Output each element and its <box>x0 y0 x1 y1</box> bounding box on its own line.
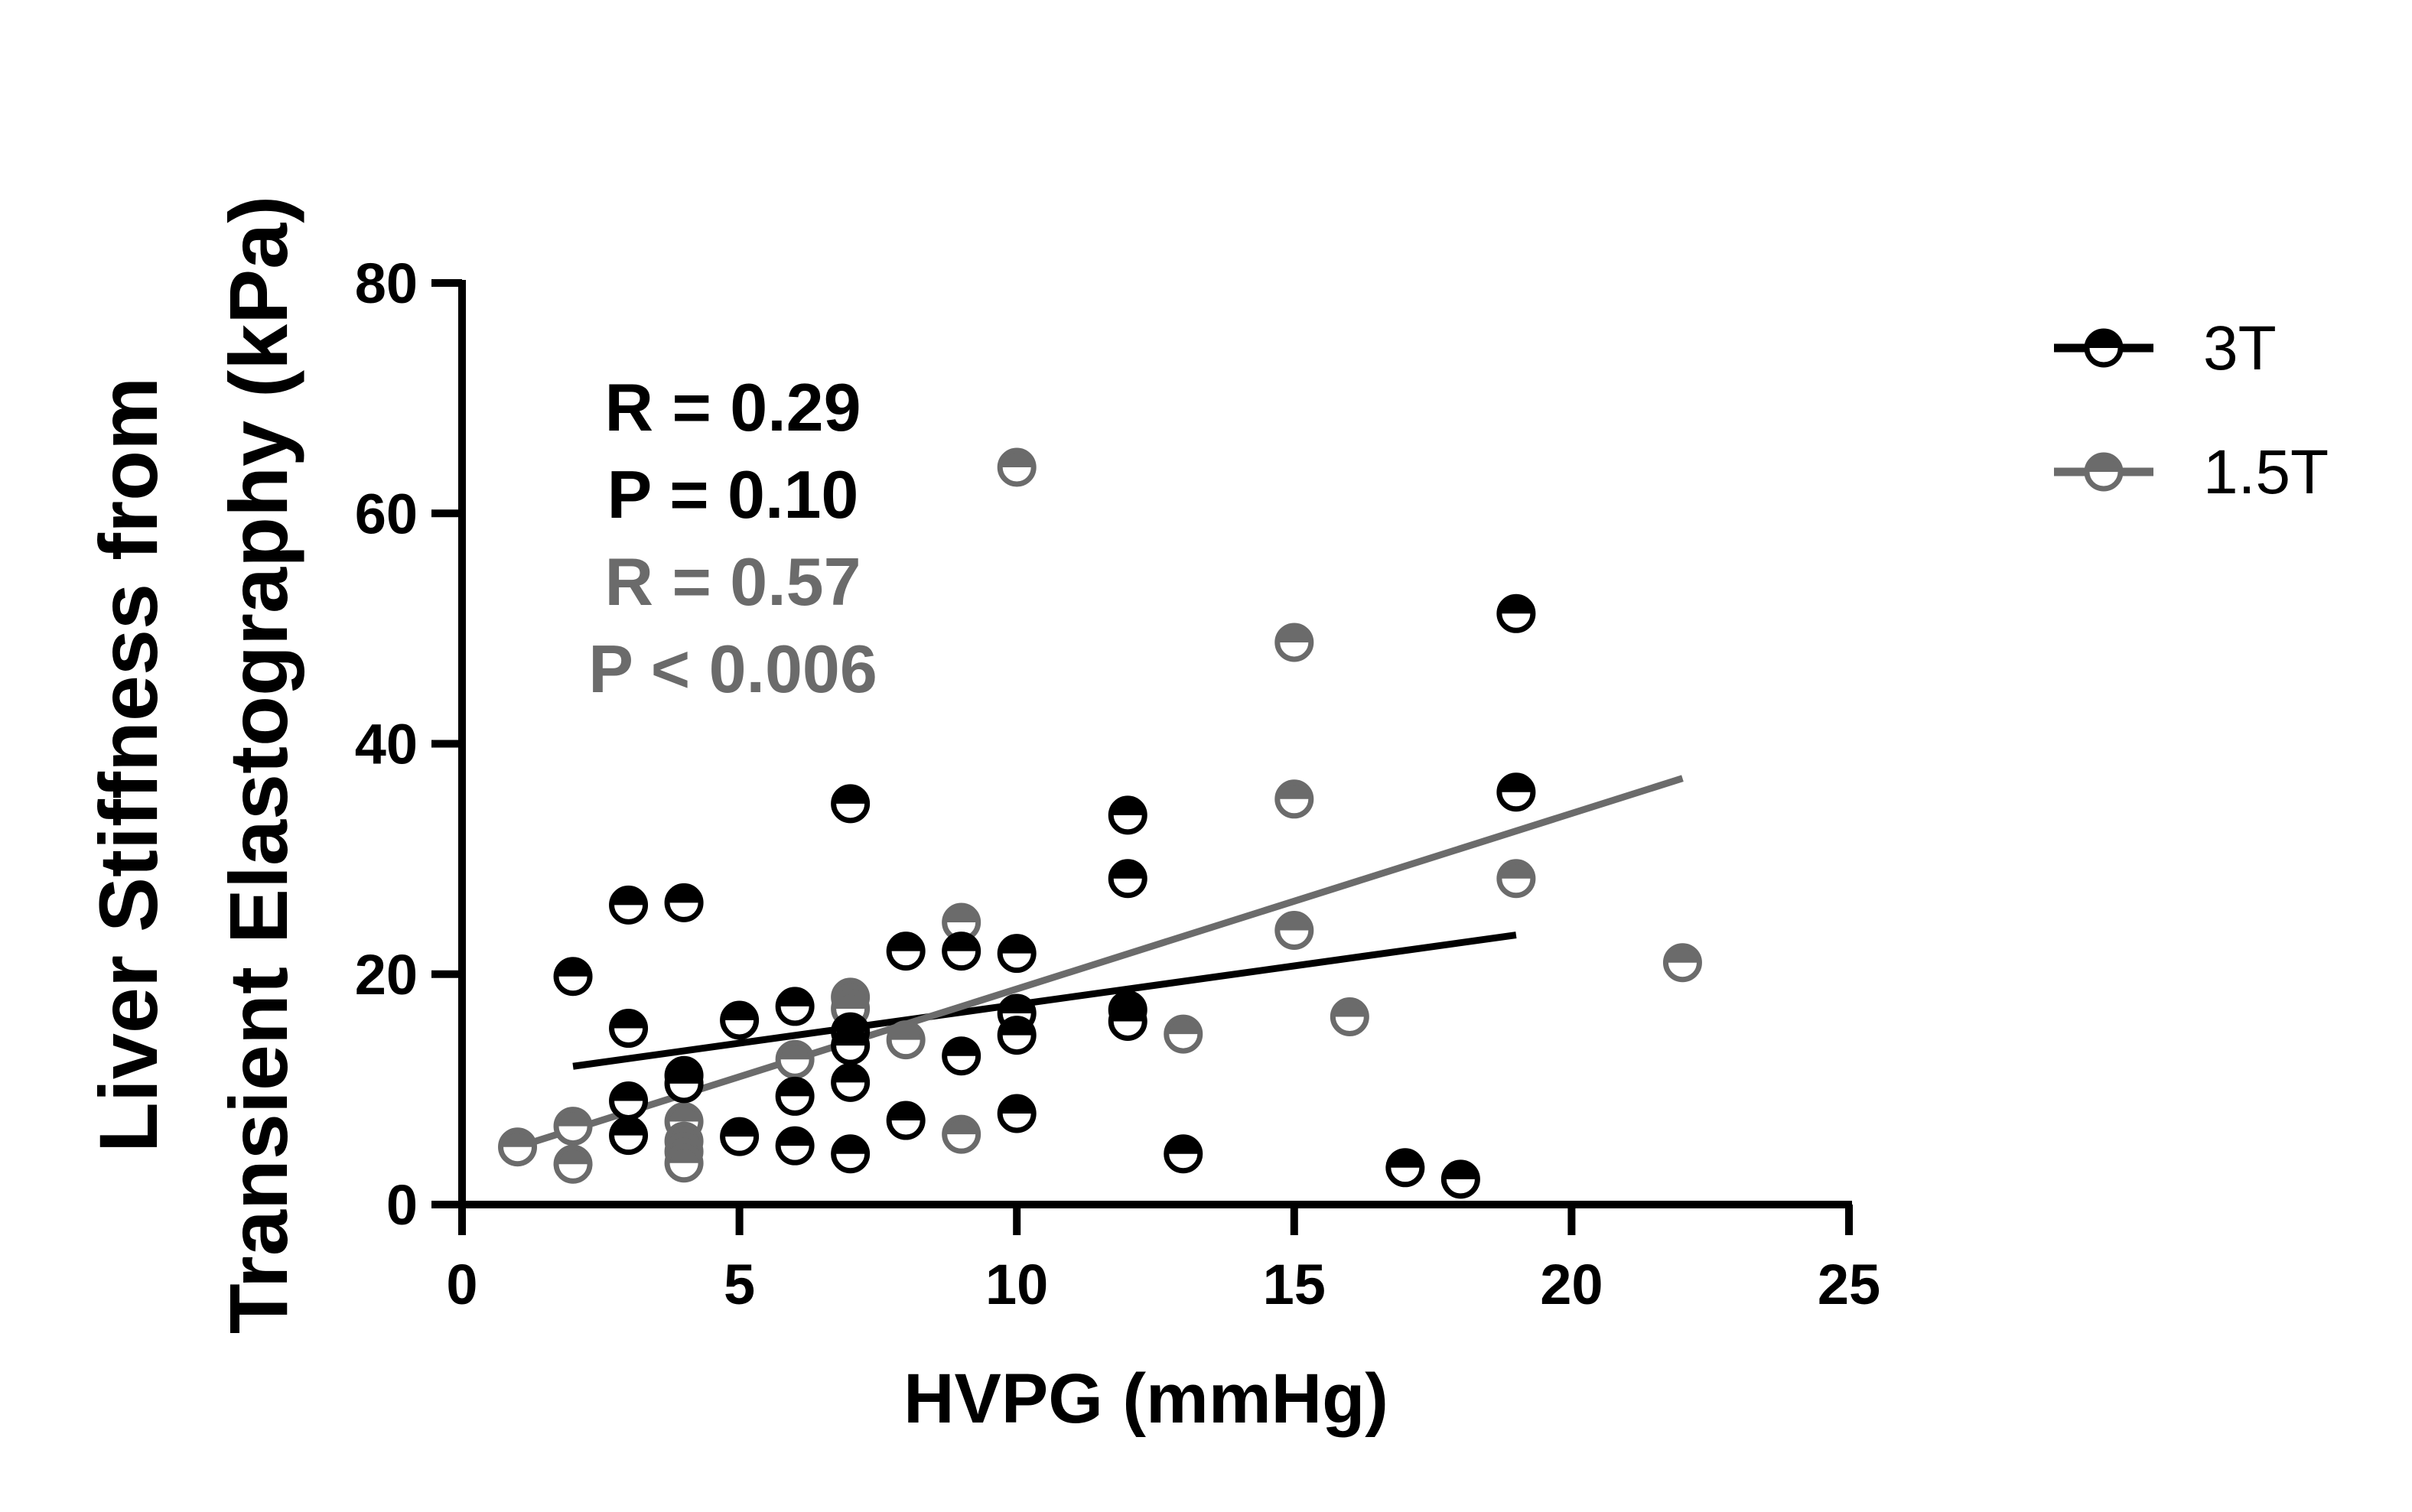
x-tick-label: 15 <box>1263 1253 1326 1316</box>
x-axis-title: HVPG (mmHg) <box>903 1360 1388 1438</box>
x-tick-label: 0 <box>446 1253 477 1316</box>
stat-15t-r: R = 0.57 <box>604 544 861 619</box>
point-3t <box>720 1000 760 1040</box>
legend-3t-marker <box>2084 328 2124 368</box>
point-3t <box>942 932 981 971</box>
legend: 3T 1.5T <box>2054 314 2329 507</box>
x-tick-label: 20 <box>1540 1253 1603 1316</box>
point-3t <box>831 784 871 824</box>
point-15t <box>775 1039 815 1079</box>
point-15t <box>1274 779 1314 819</box>
point-3t <box>609 885 649 925</box>
y-axis-title-line1: Liver Stiffness from <box>82 377 174 1153</box>
point-15t <box>942 1114 981 1154</box>
point-15t <box>1662 943 1702 983</box>
y-tick-label: 60 <box>355 482 418 545</box>
point-15t <box>1164 1014 1203 1054</box>
point-15t <box>1274 623 1314 662</box>
point-15t <box>886 1020 926 1060</box>
point-15t <box>997 447 1037 487</box>
legend-15t-dot <box>2084 452 2124 492</box>
point-15t <box>664 1143 704 1183</box>
point-3t <box>664 883 704 922</box>
point-3t <box>997 1094 1037 1133</box>
point-3t <box>1496 772 1536 812</box>
point-3t <box>942 1036 981 1076</box>
point-3t <box>997 934 1037 974</box>
legend-15t-marker <box>2084 452 2124 492</box>
y-tick-label: 0 <box>386 1173 418 1237</box>
point-3t <box>997 1016 1037 1055</box>
x-tick-label: 25 <box>1818 1253 1880 1316</box>
point-3t <box>609 1009 649 1049</box>
point-3t <box>1440 1159 1480 1199</box>
point-3t <box>775 1126 815 1166</box>
point-3t <box>775 987 815 1026</box>
point-3t <box>831 1026 871 1065</box>
point-15t <box>498 1127 538 1167</box>
point-3t <box>720 1117 760 1156</box>
stat-15t-p: P < 0.006 <box>588 631 877 707</box>
fit-line-15t <box>516 775 1684 1150</box>
point-3t <box>609 1116 649 1156</box>
fit-lines <box>516 775 1684 1150</box>
point-3t <box>609 1081 649 1120</box>
point-3t <box>1164 1134 1203 1174</box>
y-axis-title-line2: Transient Elastography (kPa) <box>212 196 304 1334</box>
point-15t <box>1274 911 1314 951</box>
point-15t <box>1496 859 1536 899</box>
y-tick-label: 40 <box>355 713 418 776</box>
legend-3t-dot <box>2084 328 2124 368</box>
stat-3t-p: P = 0.10 <box>607 457 859 532</box>
legend-3t-label: 3T <box>2203 314 2277 383</box>
point-3t <box>886 932 926 971</box>
y-tick-label: 80 <box>355 252 418 315</box>
point-3t <box>664 1064 704 1104</box>
point-3t <box>1108 859 1147 899</box>
point-3t <box>1108 1002 1147 1042</box>
x-tick-label: 5 <box>724 1253 755 1316</box>
point-3t <box>1108 795 1147 835</box>
axes: 0 5 10 15 20 25 0 20 40 60 80 <box>355 252 1880 1316</box>
point-15t <box>553 1144 593 1184</box>
point-3t <box>1385 1148 1425 1188</box>
y-axis-title: Liver Stiffness from Transient Elastogra… <box>82 196 304 1334</box>
stat-3t-r: R = 0.29 <box>604 369 861 445</box>
point-3t <box>1496 593 1536 633</box>
data-points <box>498 447 1702 1199</box>
point-3t <box>886 1101 926 1140</box>
legend-15t-label: 1.5T <box>2203 437 2329 507</box>
point-3t <box>775 1076 815 1116</box>
x-tick-label: 10 <box>985 1253 1048 1316</box>
point-3t <box>831 1134 871 1174</box>
fit-line-3t <box>572 932 1517 1070</box>
point-3t <box>553 957 593 997</box>
point-15t <box>1330 997 1369 1036</box>
point-15t <box>553 1107 593 1146</box>
y-tick-label: 20 <box>355 943 418 1006</box>
point-3t <box>831 1062 871 1102</box>
